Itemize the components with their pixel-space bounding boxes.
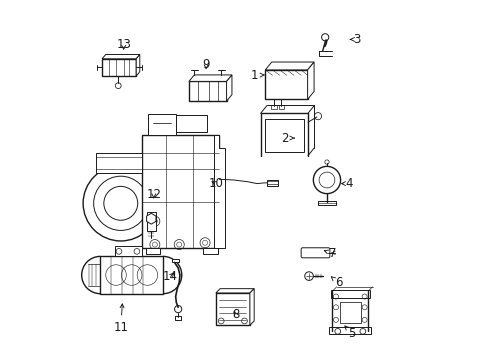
Bar (329, 327, 370, 334)
FancyBboxPatch shape (301, 248, 329, 258)
Text: 10: 10 (208, 177, 223, 190)
Bar (215, 293, 249, 325)
Polygon shape (249, 289, 254, 325)
Polygon shape (102, 59, 136, 76)
Circle shape (152, 219, 157, 224)
Text: 8: 8 (231, 308, 239, 321)
Polygon shape (102, 54, 140, 59)
Polygon shape (96, 153, 142, 173)
Bar (265, 70, 307, 99)
Polygon shape (142, 135, 219, 248)
Text: 3: 3 (349, 33, 360, 46)
Bar (147, 212, 155, 231)
Bar (278, 105, 284, 109)
Circle shape (176, 242, 182, 247)
Circle shape (304, 272, 313, 280)
Bar (175, 316, 181, 320)
Bar (115, 246, 142, 256)
Text: 9: 9 (202, 58, 209, 71)
Polygon shape (307, 62, 313, 99)
Text: 1: 1 (250, 69, 264, 82)
Polygon shape (203, 248, 217, 253)
Text: 12: 12 (146, 188, 161, 201)
Circle shape (313, 166, 340, 194)
Text: 5: 5 (344, 326, 355, 340)
Polygon shape (188, 75, 231, 81)
Bar (172, 259, 179, 262)
Polygon shape (145, 248, 160, 253)
Polygon shape (226, 75, 231, 101)
Text: 11: 11 (113, 304, 128, 333)
Circle shape (152, 242, 157, 247)
Text: 13: 13 (116, 38, 131, 51)
Polygon shape (214, 135, 224, 248)
Bar (266, 180, 277, 186)
Text: 6: 6 (331, 276, 342, 289)
Bar (317, 201, 335, 205)
Circle shape (324, 160, 328, 164)
Text: 7: 7 (324, 247, 335, 260)
Polygon shape (147, 114, 176, 135)
Bar (330, 290, 369, 298)
Polygon shape (215, 289, 254, 293)
Circle shape (202, 240, 207, 245)
Bar (271, 105, 277, 109)
Text: 14: 14 (163, 270, 178, 283)
Bar (339, 302, 360, 323)
Polygon shape (136, 54, 140, 76)
Text: 2: 2 (281, 131, 294, 145)
Circle shape (174, 306, 182, 313)
Polygon shape (146, 213, 156, 224)
Polygon shape (264, 119, 303, 152)
Polygon shape (265, 62, 313, 70)
Bar (188, 81, 226, 101)
Polygon shape (176, 116, 206, 132)
Bar (100, 256, 163, 294)
Text: 4: 4 (341, 177, 353, 190)
